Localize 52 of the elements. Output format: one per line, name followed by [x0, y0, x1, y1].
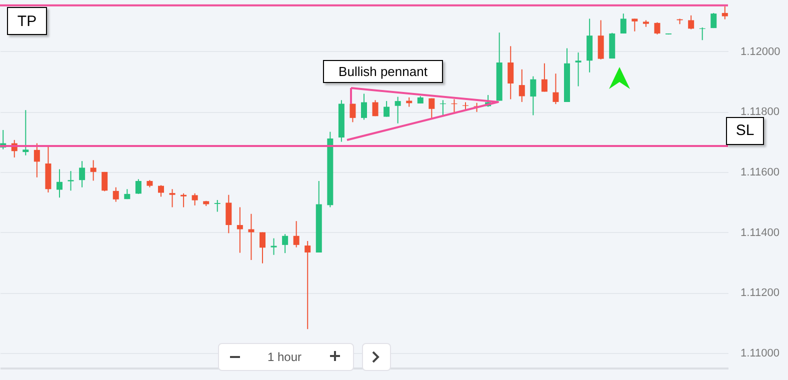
- candlestick: [632, 18, 638, 32]
- candlestick: [135, 178, 142, 194]
- candlestick: [508, 46, 514, 100]
- candlestick: [428, 98, 435, 120]
- candlestick: [361, 93, 367, 120]
- candlestick: [102, 171, 108, 192]
- y-tick-label: 1.11000: [740, 347, 780, 360]
- candlestick: [688, 14, 694, 30]
- candlestick: [112, 186, 119, 202]
- candlestick: [722, 6, 728, 20]
- candlestick: [158, 184, 164, 198]
- y-tick-label: 1.11400: [740, 226, 780, 239]
- annotation: Bullish pennant: [323, 60, 443, 83]
- candlestick: [293, 220, 300, 248]
- candlestick: [180, 192, 187, 208]
- ref-line-label: SL: [726, 116, 764, 145]
- candlestick: [270, 238, 277, 256]
- candlestick: [372, 100, 378, 117]
- candlestick: [22, 110, 29, 156]
- candlestick: [575, 52, 582, 87]
- candlestick: [552, 73, 559, 105]
- candlestick: [304, 240, 311, 330]
- candlestick: [394, 96, 401, 124]
- candlestick: [710, 12, 717, 29]
- y-tick-label: 1.11600: [740, 166, 780, 178]
- ref-line-label: TP: [7, 7, 47, 36]
- candlestick: [169, 188, 176, 208]
- candlestick: [226, 194, 232, 234]
- y-tick-label: 1.11800: [740, 106, 780, 118]
- candlestick: [56, 168, 62, 198]
- candlestick: [530, 76, 536, 116]
- candlestick: [384, 100, 390, 118]
- annotation: 1 hour: [266, 348, 303, 366]
- candlestick: [68, 170, 74, 192]
- candlestick: [259, 232, 266, 264]
- candlestick: [541, 62, 548, 92]
- candlestick: [90, 160, 96, 182]
- candlestick: [654, 22, 660, 35]
- candlestick: [406, 96, 412, 108]
- candlestick: [518, 68, 525, 102]
- y-tick-label: 1.11200: [740, 287, 780, 300]
- candlestick: [79, 160, 86, 188]
- candlestick: [236, 206, 243, 254]
- candlestick: [620, 13, 626, 34]
- candlestick: [350, 103, 356, 123]
- candlestick: [282, 234, 288, 254]
- candlestick: [598, 20, 604, 60]
- candlestick: [192, 192, 198, 206]
- candlestick: [214, 199, 220, 212]
- candlestick: [248, 213, 254, 261]
- candlestick: [34, 142, 40, 178]
- y-tick-label: 1.12000: [740, 46, 780, 58]
